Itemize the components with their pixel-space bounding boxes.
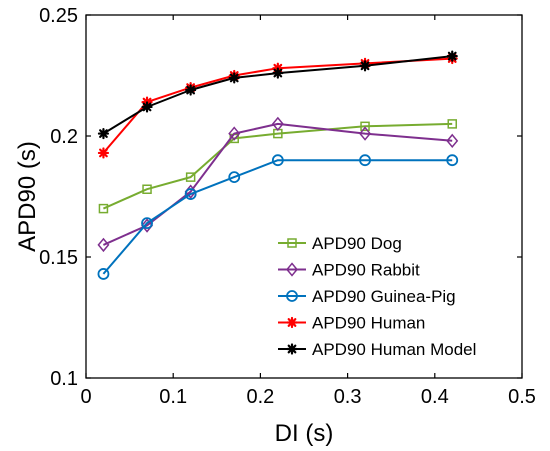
legend: APD90 Dog APD90 Rabbit APD90 Guinea-Pig APD… bbox=[278, 234, 476, 359]
legend-label: APD90 Rabbit bbox=[312, 261, 420, 280]
x-axis-label: DI (s) bbox=[275, 420, 334, 447]
y-tick-label: 0.1 bbox=[50, 368, 78, 390]
legend-marker bbox=[286, 343, 298, 355]
data-point bbox=[446, 133, 459, 149]
series-line bbox=[102, 159, 453, 275]
data-point bbox=[447, 119, 457, 129]
legend-label: APD90 Dog bbox=[312, 234, 402, 253]
y-tick-label: 0.25 bbox=[39, 5, 78, 27]
data-point bbox=[446, 154, 459, 167]
data-point bbox=[446, 50, 458, 62]
legend-label: APD90 Human Model bbox=[312, 340, 476, 359]
data-point bbox=[141, 217, 153, 230]
x-tick-label: 0 bbox=[80, 386, 91, 408]
data-point bbox=[184, 188, 197, 200]
legend-label: APD90 Guinea-Pig bbox=[312, 287, 456, 306]
data-point bbox=[359, 126, 372, 141]
plot-frame bbox=[85, 14, 523, 379]
x-tick-label: 0.5 bbox=[508, 386, 536, 408]
legend-marker bbox=[286, 316, 298, 329]
x-tick-label: 0.2 bbox=[246, 386, 274, 408]
data-point bbox=[228, 171, 241, 184]
data-point bbox=[97, 147, 110, 159]
data-point bbox=[97, 237, 110, 253]
data-point bbox=[271, 154, 284, 167]
data-point bbox=[359, 154, 371, 167]
data-point bbox=[98, 203, 109, 214]
legend-marker bbox=[286, 290, 298, 302]
y-tick-label: 0.2 bbox=[50, 126, 78, 148]
x-tick-label: 0.3 bbox=[334, 386, 362, 408]
data-point bbox=[141, 101, 153, 113]
data-point bbox=[97, 127, 110, 140]
legend-label: APD90 Human bbox=[312, 314, 425, 333]
y-tick-label: 0.15 bbox=[39, 247, 78, 269]
legend-entry: APD90 Rabbit bbox=[278, 261, 420, 280]
legend-entry: APD90 Guinea-Pig bbox=[278, 287, 456, 306]
y-axis-label: APD90 (s) bbox=[14, 141, 41, 252]
series-layer bbox=[97, 50, 459, 280]
data-point bbox=[141, 218, 154, 233]
series-5 bbox=[97, 50, 458, 140]
data-point bbox=[271, 116, 284, 132]
series-3 bbox=[97, 154, 459, 280]
axis-ticks: 0 0.1 0.2 0.3 0.4 0.50.10.150.20.25 bbox=[39, 5, 536, 408]
x-tick-label: 0.4 bbox=[421, 386, 449, 408]
series-1 bbox=[98, 119, 457, 214]
data-point bbox=[97, 268, 110, 280]
data-point bbox=[185, 172, 196, 182]
data-point bbox=[360, 121, 370, 132]
data-point bbox=[359, 60, 371, 72]
data-point bbox=[142, 184, 152, 194]
legend-marker bbox=[286, 262, 298, 277]
data-point bbox=[272, 67, 284, 79]
legend-entry: APD90 Human Model bbox=[278, 340, 476, 359]
data-point bbox=[228, 72, 240, 84]
legend-entry: APD90 Human bbox=[278, 314, 425, 333]
data-point bbox=[228, 126, 241, 141]
plot-box bbox=[85, 14, 523, 379]
data-point bbox=[185, 84, 197, 96]
series-line bbox=[102, 122, 453, 246]
x-tick-label: 0.1 bbox=[159, 386, 187, 408]
legend-entry: APD90 Dog bbox=[278, 234, 402, 253]
legend-marker bbox=[287, 238, 297, 248]
